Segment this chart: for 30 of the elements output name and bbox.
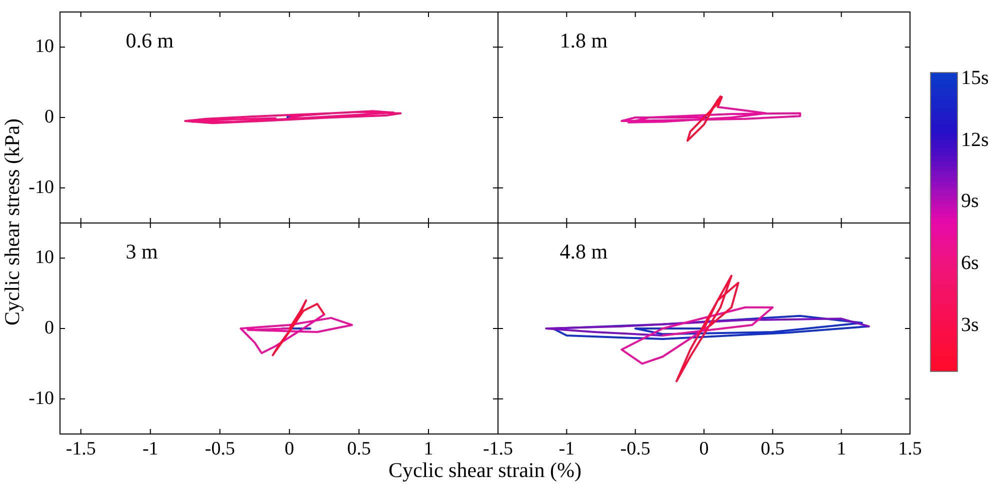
y-tick-label: 0 — [44, 106, 54, 128]
x-tick-label: -1.5 — [482, 438, 514, 460]
text: 3 m — [126, 240, 158, 264]
x-tick-label: 0 — [284, 438, 294, 460]
y-axis-title: Cyclic shear stress (kPa) — [0, 117, 24, 328]
x-axis-title: Cyclic shear strain (%) — [387, 458, 582, 483]
y-tick-label: 10 — [35, 36, 54, 58]
color-bar-label: 9s — [961, 189, 979, 214]
y-tick-label: -10 — [28, 388, 54, 409]
x-tick-label: 1 — [424, 438, 434, 460]
x-tick-label: 1 — [836, 438, 846, 460]
x-tick-label: 0.5 — [760, 438, 785, 460]
color-bar-label: 6s — [961, 251, 979, 276]
text: 1.8 m — [560, 28, 608, 53]
x-tick-label: 1.5 — [898, 438, 922, 460]
x-tick-label: 0 — [699, 438, 709, 460]
text: 0.6 m — [126, 28, 174, 53]
color-bar-label: 3s — [961, 312, 979, 337]
y-tick-label: 10 — [35, 247, 54, 268]
x-tick-label: -1 — [142, 438, 158, 460]
y-tick-label: 0 — [44, 317, 54, 338]
x-tick-label: -1.5 — [66, 438, 96, 460]
x-tick-label: 0.5 — [347, 438, 371, 460]
y-tick-label: -10 — [28, 176, 54, 198]
x-tick-label: -0.5 — [204, 438, 235, 460]
color-bar-label: 15s — [961, 66, 989, 90]
x-tick-label: -1 — [558, 438, 575, 460]
x-tick-label: -0.5 — [620, 438, 650, 460]
text: 4.8 m — [560, 240, 608, 264]
color-bar-label: 12s — [961, 128, 989, 152]
